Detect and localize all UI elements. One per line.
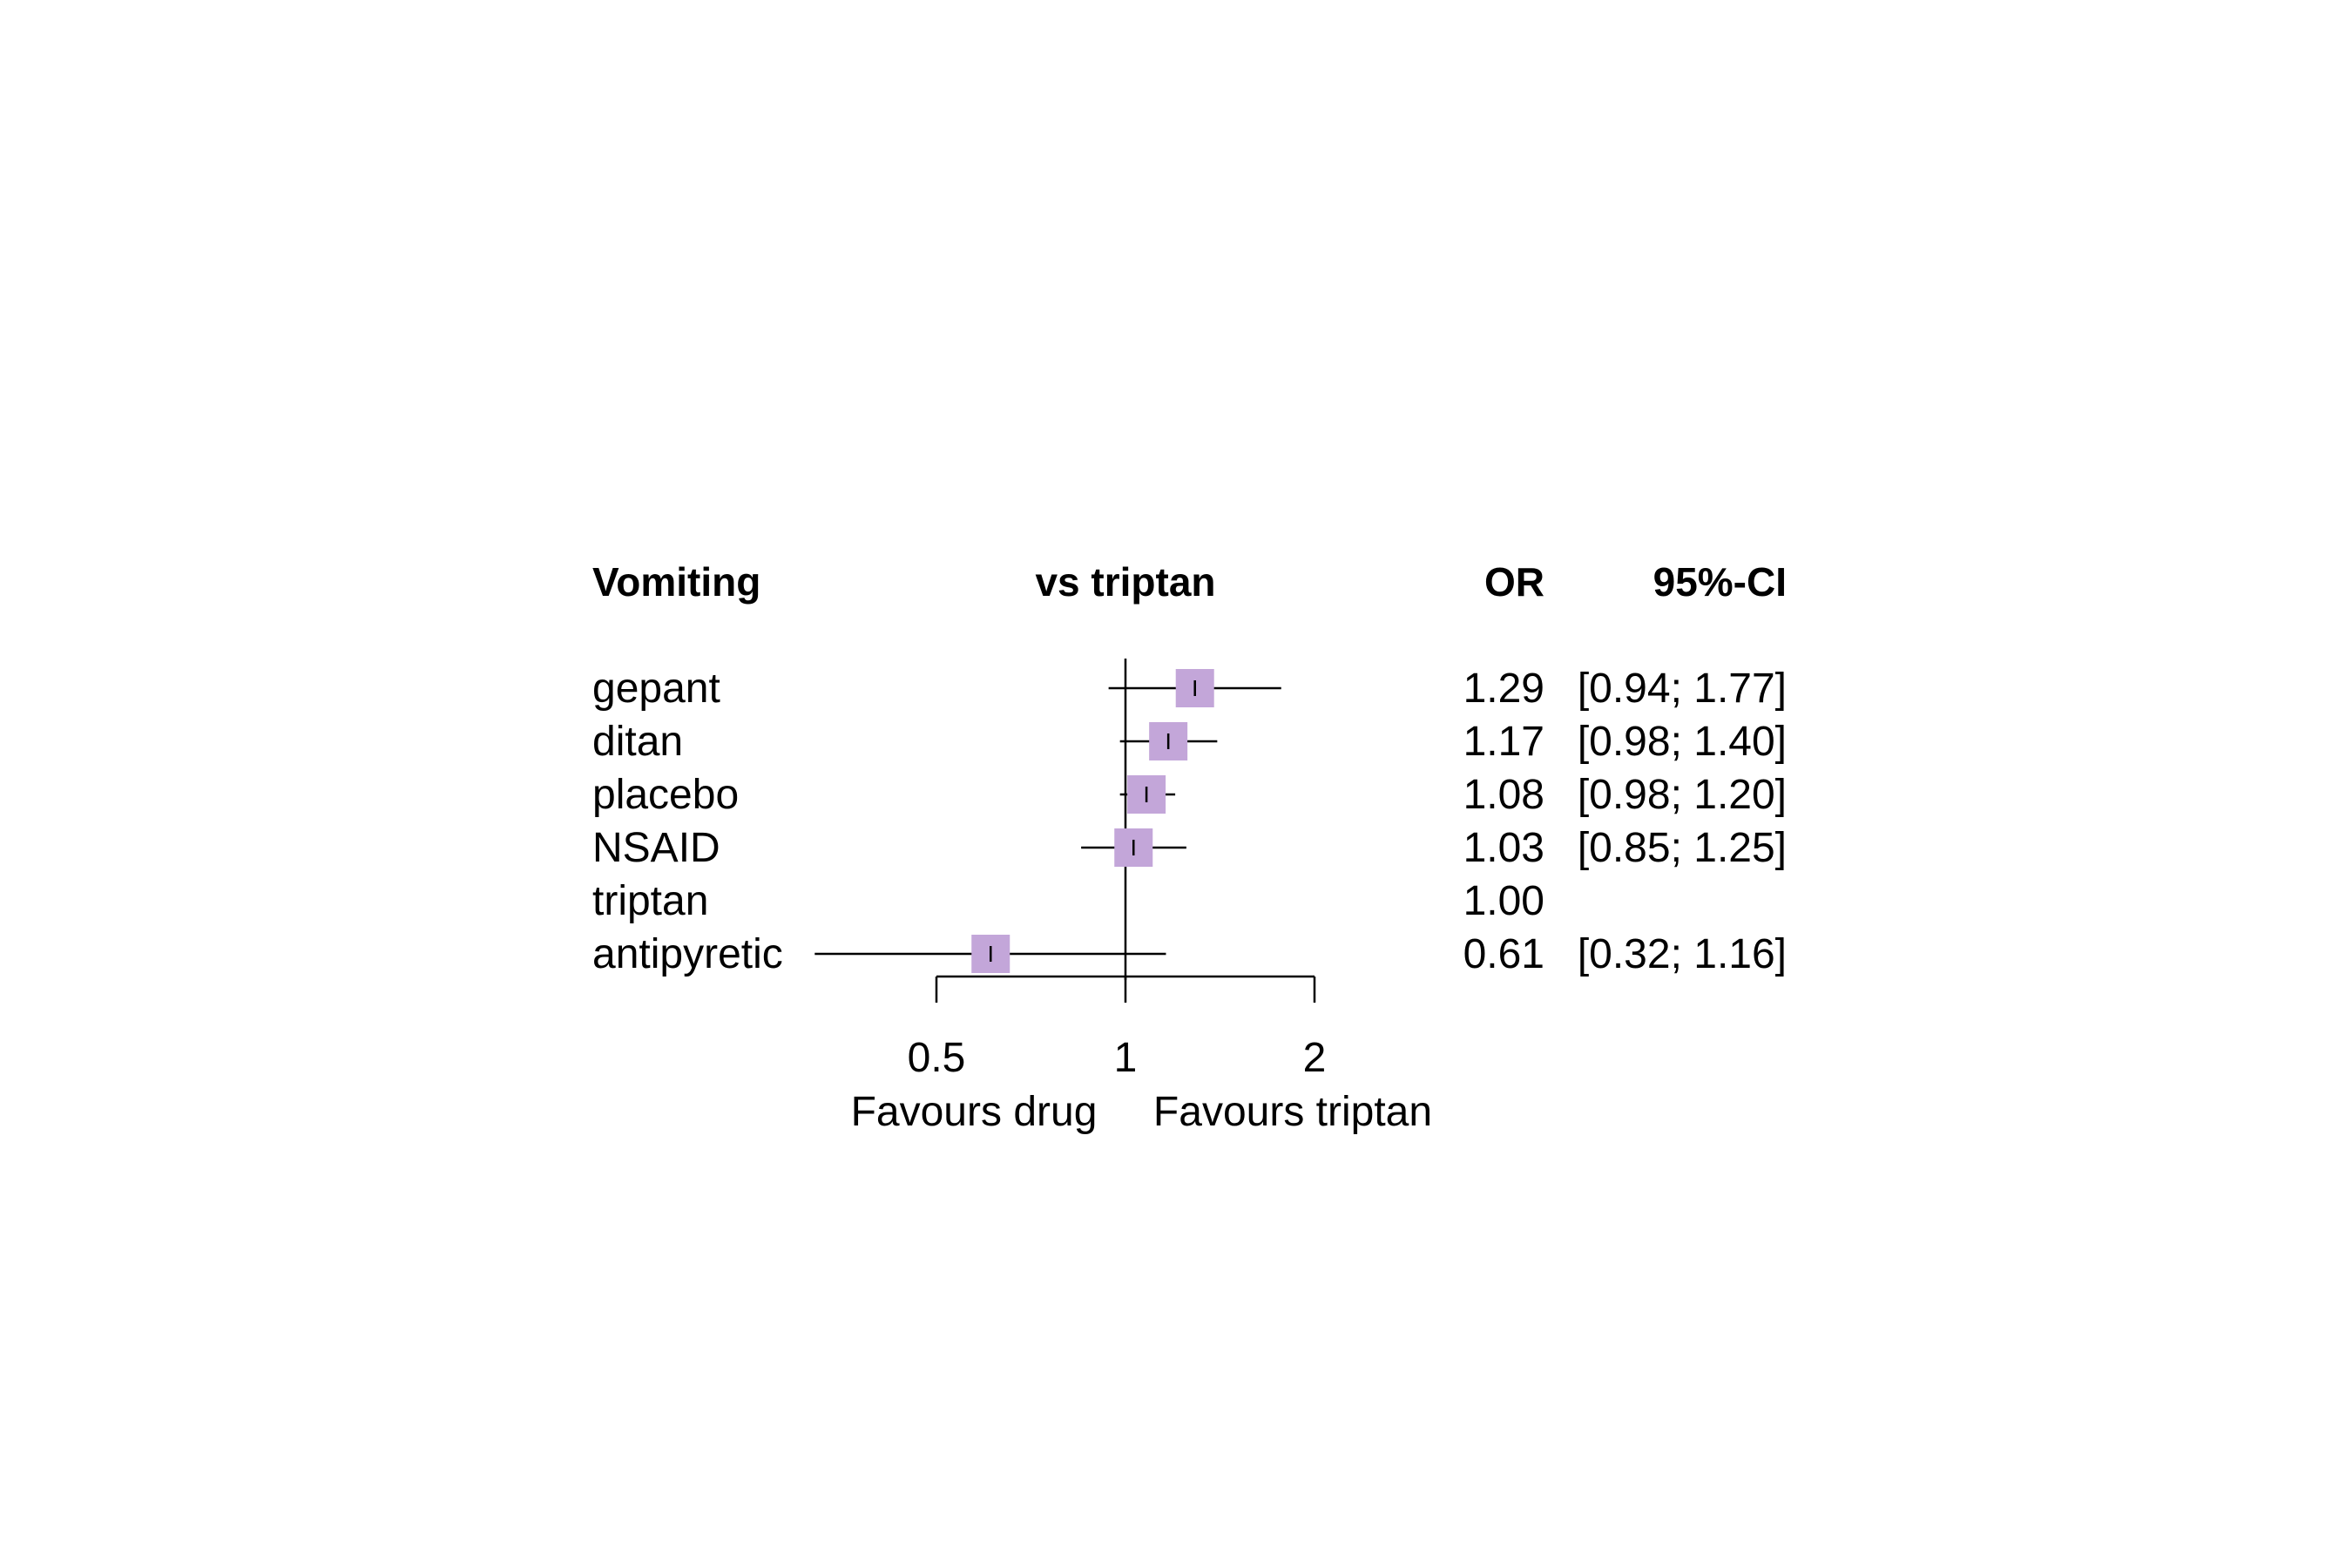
ci-value: [0.98; 1.20] [1578,772,1787,818]
header-effect: OR [1484,559,1544,605]
favours-drug-label: Favours drug [851,1089,1098,1135]
x-tick-label: 2 [1303,1035,1327,1081]
row-label: NSAID [592,825,720,871]
or-value: 1.17 [1463,719,1544,765]
x-tick-label: 0.5 [908,1035,966,1081]
x-axis: 0.5 1 2 [908,975,1327,1081]
forest-row: antipyretic 0.61 [0.32; 1.16] [592,931,1787,977]
row-label: antipyretic [592,931,783,977]
or-value: 1.00 [1463,878,1544,924]
header-study: Vomiting [592,559,760,605]
row-label: placebo [592,772,739,818]
ci-value: [0.98; 1.40] [1578,719,1787,765]
forest-row: placebo 1.08 [0.98; 1.20] [592,772,1787,818]
forest-row: triptan 1.00 [592,878,1544,924]
header-plot: vs triptan [1035,559,1215,605]
or-value: 1.03 [1463,825,1544,871]
forest-row: NSAID 1.03 [0.85; 1.25] [592,825,1787,871]
row-label: gepant [592,666,720,712]
ci-value: [0.94; 1.77] [1578,666,1787,712]
favours-triptan-label: Favours triptan [1153,1089,1432,1135]
ci-value: [0.32; 1.16] [1578,931,1787,977]
rows-layer: gepant 1.29 [0.94; 1.77] ditan 1.17 [0.98; 1.… [592,659,1787,980]
x-tick-label: 1 [1114,1035,1138,1081]
or-value: 1.29 [1463,666,1544,712]
row-label: triptan [592,878,708,924]
forest-row: gepant 1.29 [0.94; 1.77] [592,666,1787,712]
ci-value: [0.85; 1.25] [1578,825,1787,871]
header-ci: 95%-CI [1653,559,1787,605]
or-value: 1.08 [1463,772,1544,818]
or-value: 0.61 [1463,931,1544,977]
forest-row: ditan 1.17 [0.98; 1.40] [592,719,1787,765]
row-label: ditan [592,719,683,765]
